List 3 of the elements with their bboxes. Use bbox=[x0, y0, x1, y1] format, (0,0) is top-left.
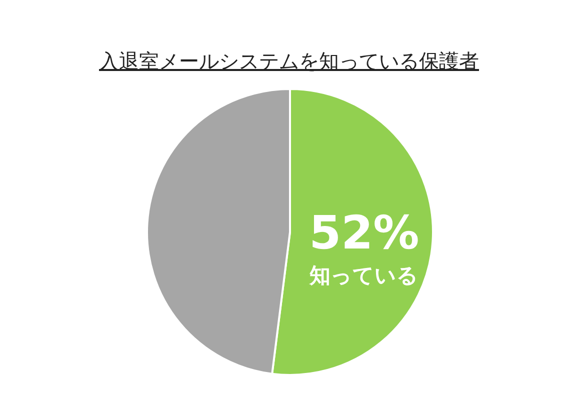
slice-label: 知っている bbox=[308, 264, 419, 288]
data-label: 52% bbox=[309, 206, 420, 260]
title: 入退室メールシステムを知っている保護者 bbox=[99, 49, 479, 73]
